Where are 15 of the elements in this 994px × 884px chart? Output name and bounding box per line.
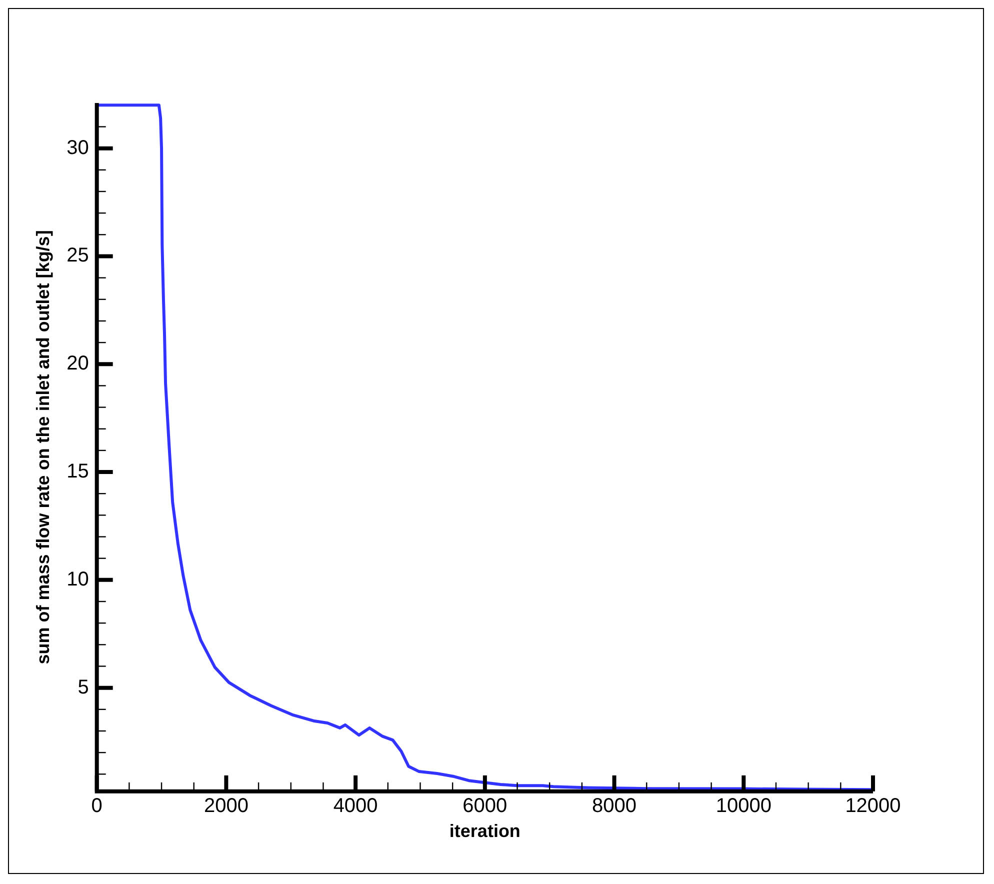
y-tick-label: 25 (66, 244, 89, 267)
y-tick-label: 5 (78, 676, 89, 698)
y-tick-label: 30 (66, 136, 89, 159)
x-tick-label: 6000 (462, 794, 508, 817)
x-tick-label: 0 (91, 794, 102, 817)
x-tick-label: 10000 (716, 794, 772, 817)
y-tick-label: 20 (66, 352, 89, 375)
y-tick-label: 15 (66, 460, 89, 483)
y-tick-label: 10 (66, 568, 89, 590)
x-tick-label: 4000 (333, 794, 378, 817)
x-axis-title: iteration (449, 821, 520, 842)
x-tick-label: 12000 (845, 794, 901, 817)
x-tick-label: 2000 (204, 794, 248, 817)
x-tick-label: 8000 (592, 794, 637, 817)
y-axis-title: sum of mass flow rate on the inlet and outlet [kg/s] (32, 230, 53, 664)
